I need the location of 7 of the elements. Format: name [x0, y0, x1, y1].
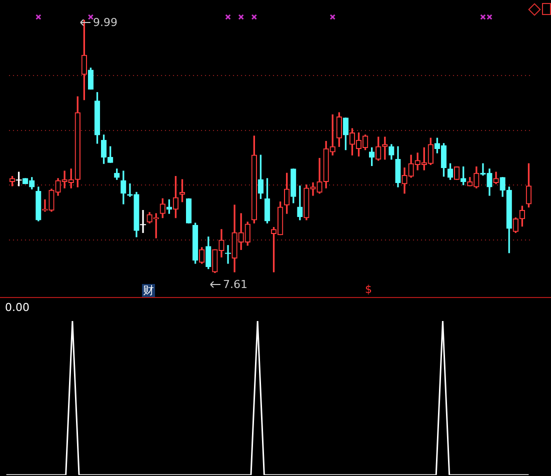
- text: 7.61: [222, 278, 248, 291]
- annotation: 9.99: [92, 16, 118, 29]
- text: 财: [142, 284, 155, 297]
- text: $: [364, 283, 373, 296]
- text: 0.00: [4, 301, 30, 314]
- candlestick: [224, 245, 232, 264]
- candlestick: [140, 210, 147, 233]
